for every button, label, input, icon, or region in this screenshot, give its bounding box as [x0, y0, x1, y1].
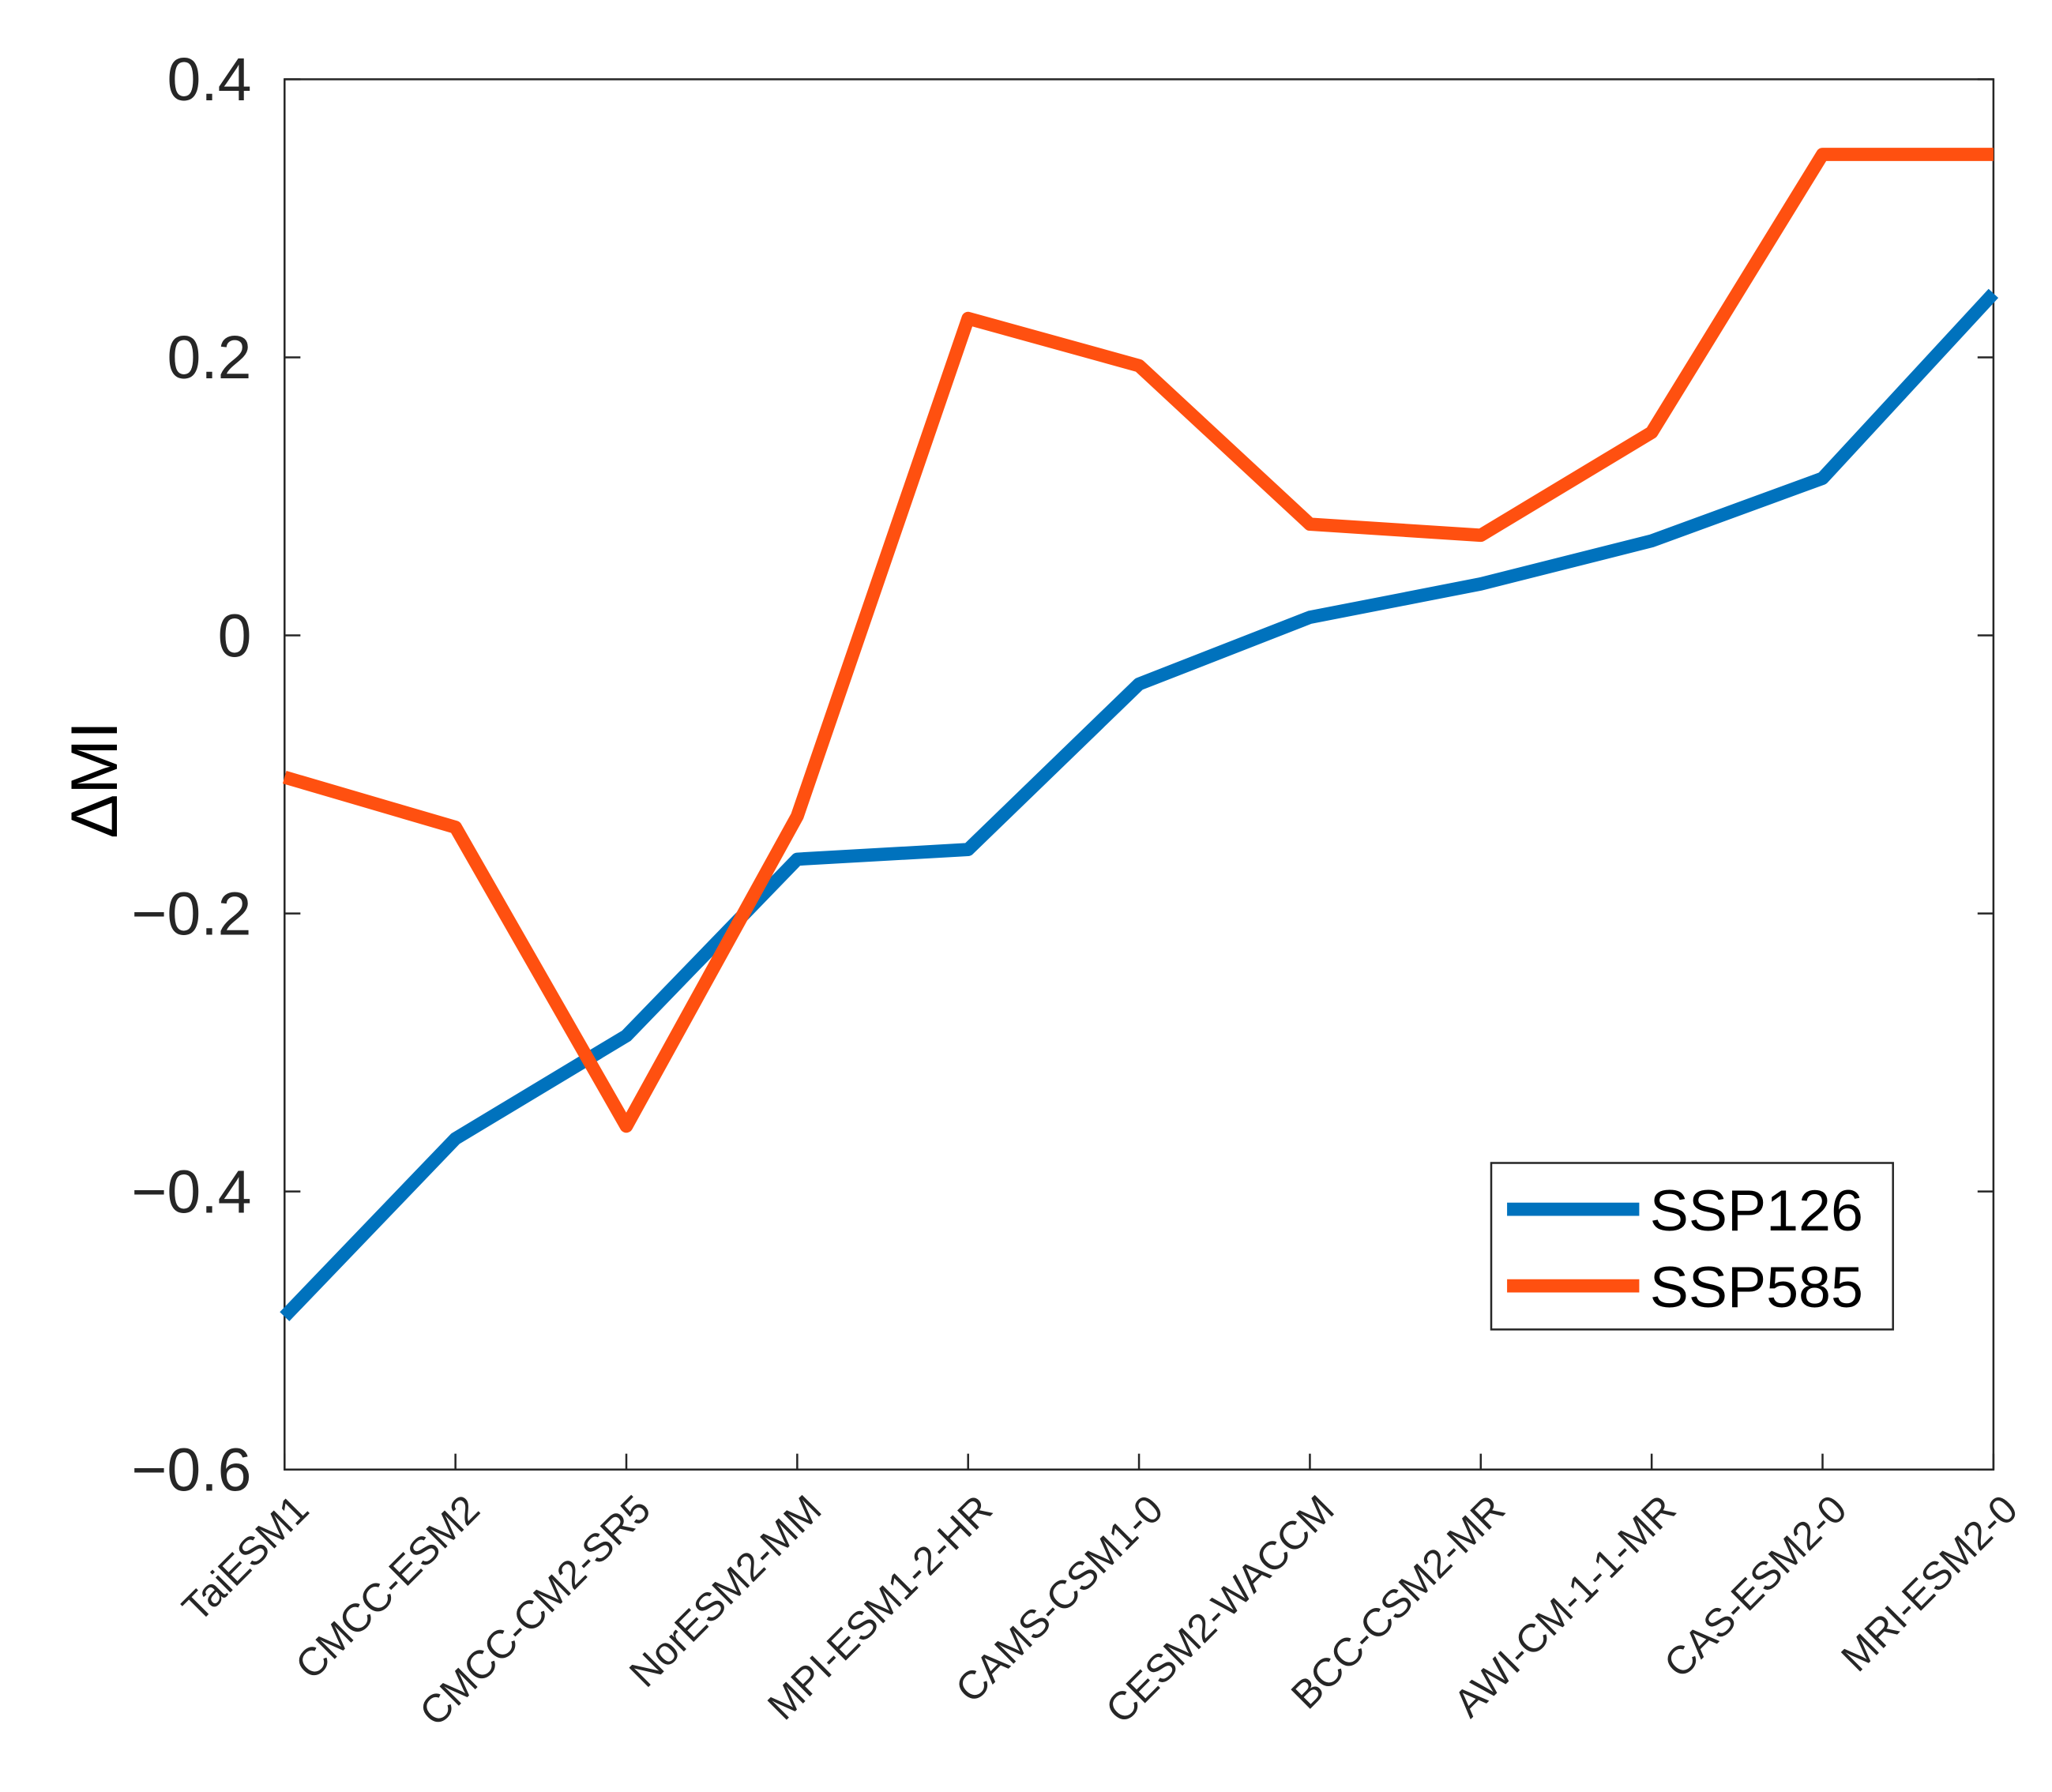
- y-tick-label: 0: [218, 602, 252, 670]
- y-tick-label: 0.4: [167, 46, 251, 114]
- legend-label: SSP126: [1650, 1178, 1863, 1243]
- y-tick-label: 0.2: [167, 324, 251, 392]
- legend-label: SSP585: [1650, 1254, 1863, 1320]
- legend-box: [1490, 1162, 1894, 1331]
- data-line: [282, 148, 1994, 1133]
- y-tick-label: −0.4: [131, 1158, 251, 1226]
- y-tick-label: −0.2: [131, 880, 251, 948]
- y-tick-label: −0.6: [131, 1436, 251, 1504]
- data-line: [280, 288, 1999, 1321]
- y-axis-label: ΔMI: [57, 721, 131, 839]
